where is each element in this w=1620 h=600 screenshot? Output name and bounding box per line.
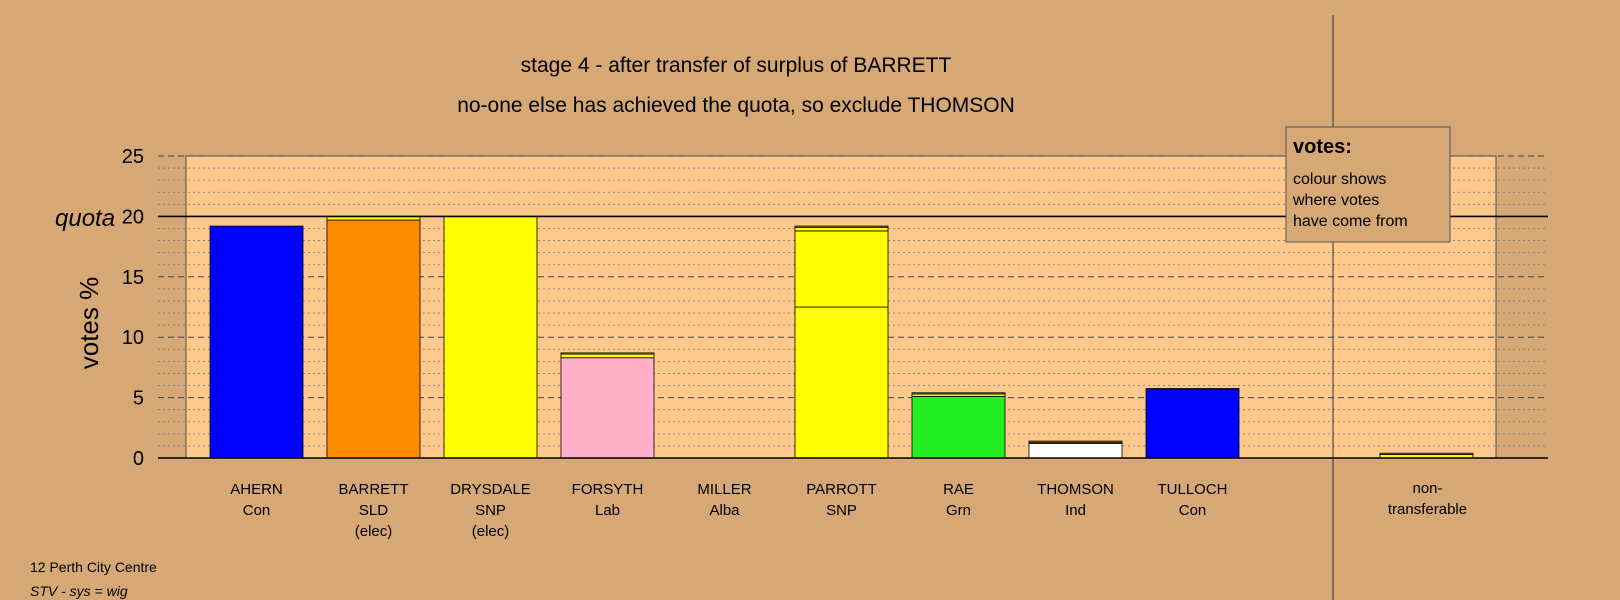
- x-tick-label: Grn: [946, 502, 971, 519]
- x-tick-label: Con: [243, 502, 271, 519]
- bar-parrott-segment-3: [794, 226, 889, 232]
- quota-label: quota: [55, 205, 115, 232]
- x-tick-label: Ind: [1065, 502, 1086, 519]
- x-tick-label: Lab: [595, 502, 620, 519]
- legend-line-1: colour shows: [1293, 171, 1386, 188]
- bar-ahern-segment-1: [209, 225, 304, 459]
- bar-parrott-segment-4: [794, 225, 889, 228]
- bar-thomson-segment-1: [1028, 443, 1123, 459]
- x-tick-label: MILLER: [697, 481, 751, 498]
- y-tick-label: 20: [122, 206, 144, 228]
- bar-rae-segment-3: [911, 392, 1006, 395]
- x-tick-label: PARROTT: [806, 481, 877, 498]
- x-tick-label-nontransferable: non-: [1412, 480, 1442, 497]
- bar-drysdale-segment-1: [443, 215, 538, 459]
- y-tick-label: 25: [122, 146, 144, 168]
- x-tick-label: DRYSDALE: [450, 481, 531, 498]
- chart-title: stage 4 - after transfer of surplus of B…: [521, 54, 952, 77]
- legend-title: votes:: [1293, 136, 1352, 158]
- chart-subtitle: no-one else has achieved the quota, so e…: [457, 94, 1015, 117]
- bar-nontransferable-segment-2: [1379, 452, 1474, 455]
- x-tick-label: Alba: [709, 502, 740, 519]
- x-tick-label: SLD: [359, 502, 388, 519]
- y-axis-label: votes %: [74, 277, 104, 370]
- legend-box: votes: colour shows where votes have com…: [1285, 126, 1451, 243]
- legend-frame: [1285, 126, 1451, 243]
- footer-ward: 12 Perth City Centre: [30, 559, 157, 575]
- y-tick-label: 10: [122, 327, 144, 349]
- bar-parrott-segment-1: [794, 306, 889, 459]
- footer-system: STV - sys = wig: [30, 583, 128, 599]
- x-tick-label: SNP: [826, 502, 857, 519]
- x-tick-label: THOMSON: [1037, 481, 1114, 498]
- bar-forsyth-segment-1: [560, 357, 655, 459]
- bar-tulloch-segment-1: [1145, 388, 1240, 459]
- x-tick-label: AHERN: [230, 481, 283, 498]
- bar-barrett-segment-1: [326, 219, 421, 459]
- bar-tulloch-segment-2: [1145, 388, 1240, 390]
- bar-rae-segment-1: [911, 395, 1006, 459]
- bar-forsyth-segment-3: [560, 352, 655, 355]
- x-tick-label: Con: [1179, 502, 1207, 519]
- x-tick-label-nontransferable: transferable: [1388, 501, 1467, 518]
- bar-thomson-segment-3: [1028, 440, 1123, 443]
- legend-line-3: have come from: [1293, 213, 1408, 230]
- y-tick-label: 0: [133, 448, 144, 470]
- x-tick-label: FORSYTH: [572, 481, 644, 498]
- bar-parrott-segment-2: [794, 230, 889, 308]
- y-tick-label: 5: [133, 388, 144, 410]
- x-tick-label: BARRETT: [338, 481, 408, 498]
- bar-forsyth-segment-2: [560, 353, 655, 359]
- x-tick-label: RAE: [943, 481, 974, 498]
- x-tick-label: (elec): [472, 523, 510, 540]
- x-tick-label: (elec): [355, 523, 393, 540]
- x-tick-label: TULLOCH: [1157, 481, 1227, 498]
- legend-line-2: where votes: [1292, 192, 1379, 209]
- x-tick-label: SNP: [475, 502, 506, 519]
- y-tick-labels: 0 5 10 15 20 25: [122, 146, 144, 470]
- x-category-labels: AHERN Con BARRETT SLD (elec) DRYSDALE SNP (elec…: [230, 480, 1467, 540]
- y-tick-label: 15: [122, 267, 144, 289]
- bars-group: [209, 215, 1474, 459]
